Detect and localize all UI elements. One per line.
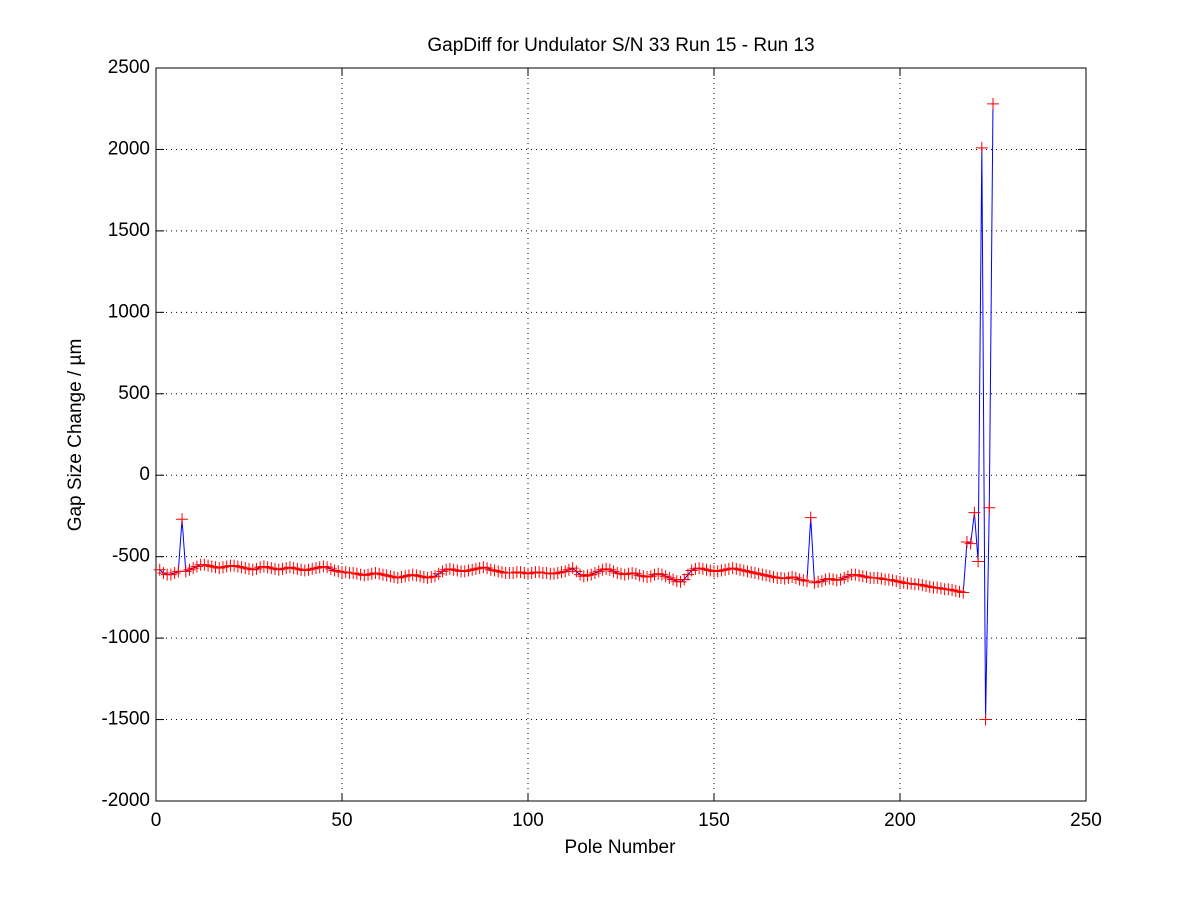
- y-tick-label: 1500: [108, 220, 150, 241]
- y-tick-label: 2000: [108, 138, 150, 159]
- data-marker: [804, 511, 817, 524]
- y-tick-label: 0: [139, 464, 150, 485]
- y-tick-label: 1000: [108, 301, 150, 322]
- x-tick-label: 100: [512, 810, 544, 831]
- data-marker: [801, 575, 813, 588]
- data-marker: [987, 97, 999, 110]
- y-tick-label: -1500: [101, 709, 150, 730]
- data-marker: [979, 713, 992, 726]
- data-marker: [975, 141, 988, 154]
- x-tick-label: 150: [698, 810, 730, 831]
- x-tick-label: 250: [1070, 810, 1102, 831]
- data-marker: [957, 586, 970, 599]
- x-tick-label: 50: [331, 810, 352, 831]
- x-tick-label: 200: [884, 810, 916, 831]
- x-tick-label: 0: [151, 810, 162, 831]
- data-line: [159, 103, 994, 720]
- y-tick-label: -2000: [101, 790, 150, 811]
- y-tick-label: -1000: [101, 627, 150, 648]
- chart-title: GapDiff for Undulator S/N 33 Run 15 - Ru…: [427, 35, 814, 56]
- y-tick-label: -500: [112, 546, 150, 567]
- x-axis-label: Pole Number: [565, 837, 677, 858]
- data-marker: [983, 501, 996, 514]
- data-marker: [964, 537, 977, 550]
- data-marker: [176, 513, 189, 526]
- plot-frame: [155, 67, 1087, 802]
- y-axis-label: Gap Size Change / µm: [65, 339, 86, 532]
- y-tick-label: 2500: [108, 57, 150, 78]
- data-marker: [972, 555, 985, 568]
- data-marker: [968, 506, 981, 519]
- y-tick-label: 500: [118, 383, 150, 404]
